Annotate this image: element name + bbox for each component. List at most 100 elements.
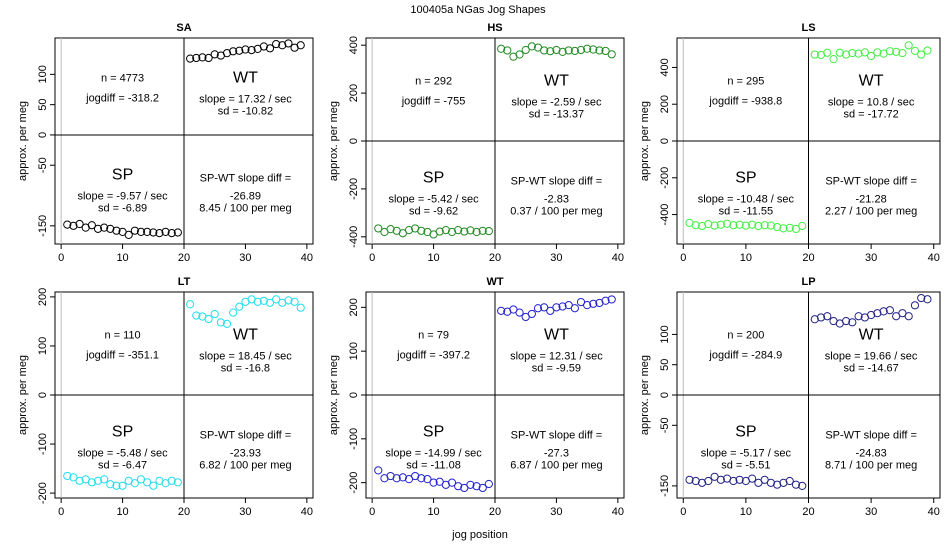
y-tick-label: -200 <box>348 178 360 200</box>
y-tick-label: 0 <box>37 392 49 398</box>
annot-sp-title: SP <box>112 166 133 183</box>
annot-jogdiff: jogdiff = -284.9 <box>708 350 782 362</box>
data-point <box>167 228 176 238</box>
x-tick-label: 20 <box>802 506 814 518</box>
data-point <box>873 309 882 318</box>
data-point <box>923 46 932 55</box>
data-point <box>816 313 826 322</box>
data-point <box>552 303 561 312</box>
annot-wt-slope: slope = -2.59 / sec <box>511 97 602 109</box>
data-point <box>210 309 219 319</box>
x-tick-label: 30 <box>239 252 251 264</box>
annot-wt-sd: sd = -14.67 <box>843 363 898 375</box>
annot-wt-title: WT <box>859 327 884 344</box>
y-tick-label: 0 <box>659 392 671 398</box>
y-axis-label: approx. per meg <box>328 101 340 181</box>
data-point <box>722 219 732 228</box>
data-point <box>748 474 757 483</box>
data-point <box>779 478 788 487</box>
data-point <box>885 47 895 56</box>
y-tick-label: 400 <box>659 58 671 76</box>
annot-wt-slope: slope = 18.45 / sec <box>199 351 292 363</box>
annot-jogdiff: jogdiff = -755 <box>401 96 466 108</box>
data-point <box>546 47 555 56</box>
y-tick-label: -50 <box>659 417 671 433</box>
annot-n: n = 79 <box>418 330 449 342</box>
data-point <box>130 226 139 235</box>
data-point <box>570 304 579 313</box>
x-tick-label: 10 <box>116 252 128 264</box>
data-point <box>879 307 888 316</box>
data-point <box>447 227 457 237</box>
annot-wt-title: WT <box>233 327 258 344</box>
annot-n: n = 4773 <box>101 72 144 84</box>
data-point <box>93 476 103 485</box>
data-point <box>87 221 96 230</box>
data-point <box>710 221 719 230</box>
annot-diff-value: -24.83 <box>856 448 887 460</box>
y-axis-label: approx. per meg <box>639 355 651 435</box>
annot-sp-slope: slope = -5.48 / sec <box>77 448 168 460</box>
data-point <box>497 44 506 53</box>
data-point <box>540 303 549 312</box>
data-point <box>63 471 72 481</box>
y-axis-label: approx. per meg <box>328 355 340 435</box>
annot-sp-sd: sd = -9.62 <box>409 206 458 218</box>
data-point <box>204 53 213 63</box>
data-point <box>867 310 876 320</box>
data-point <box>515 50 524 59</box>
y-tick-label: 400 <box>348 36 360 54</box>
data-point <box>106 224 115 233</box>
y-tick-label: 50 <box>659 359 671 371</box>
annot-diff-title: SP-WT slope diff = <box>511 176 603 188</box>
y-tick-label: -400 <box>348 226 360 248</box>
x-tick-label: 10 <box>427 506 439 518</box>
y-tick-label: 200 <box>659 95 671 113</box>
data-point <box>235 302 244 311</box>
panel-title: HS <box>487 22 502 34</box>
annot-diff-rate: 2.27 / 100 per meg <box>825 206 917 218</box>
y-tick-label: -400 <box>659 204 671 226</box>
data-point <box>247 46 256 55</box>
data-point <box>69 221 78 230</box>
data-point <box>773 222 782 232</box>
annot-diff-title: SP-WT slope diff = <box>825 176 917 188</box>
annot-jogdiff: jogdiff = -397.2 <box>396 350 470 362</box>
data-point <box>898 48 907 58</box>
data-point <box>892 47 901 56</box>
data-point <box>735 220 744 229</box>
annot-wt-sd: sd = -9.59 <box>532 363 581 375</box>
data-point <box>106 480 115 489</box>
data-point <box>235 46 244 55</box>
data-point <box>149 228 158 237</box>
data-point <box>741 221 750 230</box>
y-tick-label: -100 <box>37 433 49 455</box>
data-point <box>216 318 225 327</box>
data-point <box>272 295 281 304</box>
data-point <box>143 227 152 236</box>
data-point <box>272 39 281 49</box>
x-tick-label: 30 <box>239 506 251 518</box>
data-point <box>754 221 763 231</box>
y-tick-label: 100 <box>659 325 671 343</box>
data-point <box>241 45 250 54</box>
y-tick-label: 0 <box>659 138 671 144</box>
data-point <box>259 42 268 51</box>
panel-title: LP <box>801 276 815 288</box>
data-point <box>192 311 201 320</box>
data-point <box>867 51 876 61</box>
data-point <box>564 46 573 55</box>
data-point <box>917 293 926 303</box>
annot-sp-sd: sd = -6.89 <box>98 202 147 214</box>
annot-diff-value: -27.3 <box>544 448 569 460</box>
x-tick-label: 40 <box>301 252 313 264</box>
data-point <box>136 227 146 236</box>
data-point <box>253 297 262 306</box>
y-tick-label: -150 <box>659 475 671 497</box>
data-point <box>841 316 851 326</box>
x-tick-label: 10 <box>740 252 752 264</box>
x-tick-label: 40 <box>301 506 313 518</box>
data-point <box>716 475 725 484</box>
data-point <box>841 50 851 59</box>
annot-sp-sd: sd = -6.47 <box>98 460 147 472</box>
